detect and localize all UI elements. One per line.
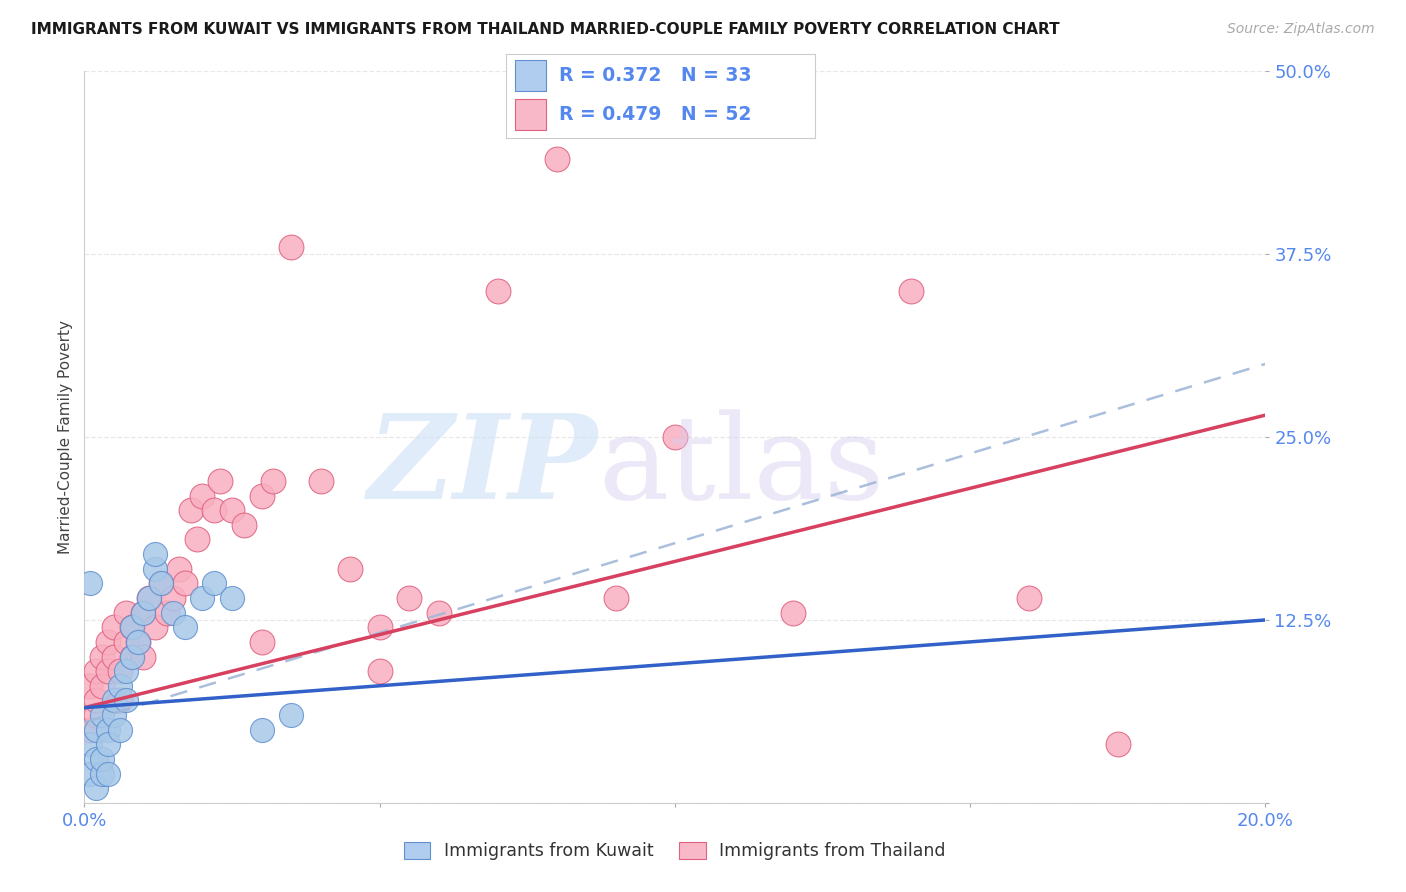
- Point: [127, 635, 149, 649]
- Point: [103, 708, 125, 723]
- Point: [108, 664, 131, 678]
- Point: [191, 489, 214, 503]
- Point: [173, 620, 195, 634]
- Point: [79, 576, 101, 591]
- Point: [180, 503, 202, 517]
- Point: [91, 679, 114, 693]
- Point: [202, 503, 225, 517]
- Point: [114, 664, 136, 678]
- Point: [114, 635, 136, 649]
- Point: [79, 737, 101, 751]
- Point: [97, 723, 120, 737]
- Legend: Immigrants from Kuwait, Immigrants from Thailand: Immigrants from Kuwait, Immigrants from …: [396, 835, 953, 867]
- Point: [97, 635, 120, 649]
- Point: [150, 576, 173, 591]
- Point: [79, 679, 101, 693]
- Point: [900, 284, 922, 298]
- Point: [138, 591, 160, 605]
- Text: Source: ZipAtlas.com: Source: ZipAtlas.com: [1227, 22, 1375, 37]
- Text: R = 0.479   N = 52: R = 0.479 N = 52: [558, 104, 751, 124]
- Point: [97, 737, 120, 751]
- Text: ZIP: ZIP: [368, 409, 598, 524]
- Point: [486, 284, 509, 298]
- Point: [280, 708, 302, 723]
- Point: [162, 606, 184, 620]
- Point: [138, 591, 160, 605]
- Bar: [516, 61, 547, 91]
- Point: [143, 620, 166, 634]
- Point: [186, 533, 208, 547]
- Text: R = 0.372   N = 33: R = 0.372 N = 33: [558, 66, 751, 85]
- Point: [156, 606, 179, 620]
- Point: [782, 606, 804, 620]
- Point: [97, 766, 120, 780]
- Point: [84, 664, 107, 678]
- Point: [250, 723, 273, 737]
- Point: [1018, 591, 1040, 605]
- Point: [114, 693, 136, 707]
- Point: [250, 635, 273, 649]
- Bar: [516, 99, 547, 130]
- Point: [143, 562, 166, 576]
- Point: [121, 649, 143, 664]
- Point: [605, 591, 627, 605]
- Point: [368, 620, 391, 634]
- Point: [546, 152, 568, 166]
- Point: [127, 635, 149, 649]
- Point: [250, 489, 273, 503]
- Point: [427, 606, 450, 620]
- Point: [91, 708, 114, 723]
- Point: [280, 240, 302, 254]
- Point: [91, 752, 114, 766]
- Point: [84, 708, 107, 723]
- Point: [108, 679, 131, 693]
- Point: [398, 591, 420, 605]
- Text: IMMIGRANTS FROM KUWAIT VS IMMIGRANTS FROM THAILAND MARRIED-COUPLE FAMILY POVERTY: IMMIGRANTS FROM KUWAIT VS IMMIGRANTS FRO…: [31, 22, 1060, 37]
- Point: [84, 781, 107, 796]
- Point: [132, 606, 155, 620]
- Point: [84, 723, 107, 737]
- Point: [150, 576, 173, 591]
- Point: [132, 649, 155, 664]
- Point: [91, 649, 114, 664]
- Point: [368, 664, 391, 678]
- Point: [103, 620, 125, 634]
- Point: [173, 576, 195, 591]
- Point: [202, 576, 225, 591]
- Point: [108, 723, 131, 737]
- Point: [108, 693, 131, 707]
- Point: [221, 591, 243, 605]
- Point: [97, 664, 120, 678]
- Point: [232, 517, 254, 532]
- Point: [84, 693, 107, 707]
- Point: [167, 562, 190, 576]
- Point: [79, 766, 101, 780]
- Point: [91, 766, 114, 780]
- Point: [121, 620, 143, 634]
- Y-axis label: Married-Couple Family Poverty: Married-Couple Family Poverty: [58, 320, 73, 554]
- Point: [143, 547, 166, 561]
- Point: [103, 693, 125, 707]
- Point: [84, 752, 107, 766]
- Point: [121, 649, 143, 664]
- Point: [1107, 737, 1129, 751]
- Text: atlas: atlas: [598, 409, 884, 524]
- Point: [262, 474, 284, 488]
- Point: [221, 503, 243, 517]
- Point: [79, 723, 101, 737]
- Point: [162, 591, 184, 605]
- Point: [209, 474, 232, 488]
- Point: [121, 620, 143, 634]
- Point: [132, 606, 155, 620]
- Point: [114, 606, 136, 620]
- Point: [103, 649, 125, 664]
- Point: [191, 591, 214, 605]
- Point: [339, 562, 361, 576]
- Point: [664, 430, 686, 444]
- Point: [309, 474, 332, 488]
